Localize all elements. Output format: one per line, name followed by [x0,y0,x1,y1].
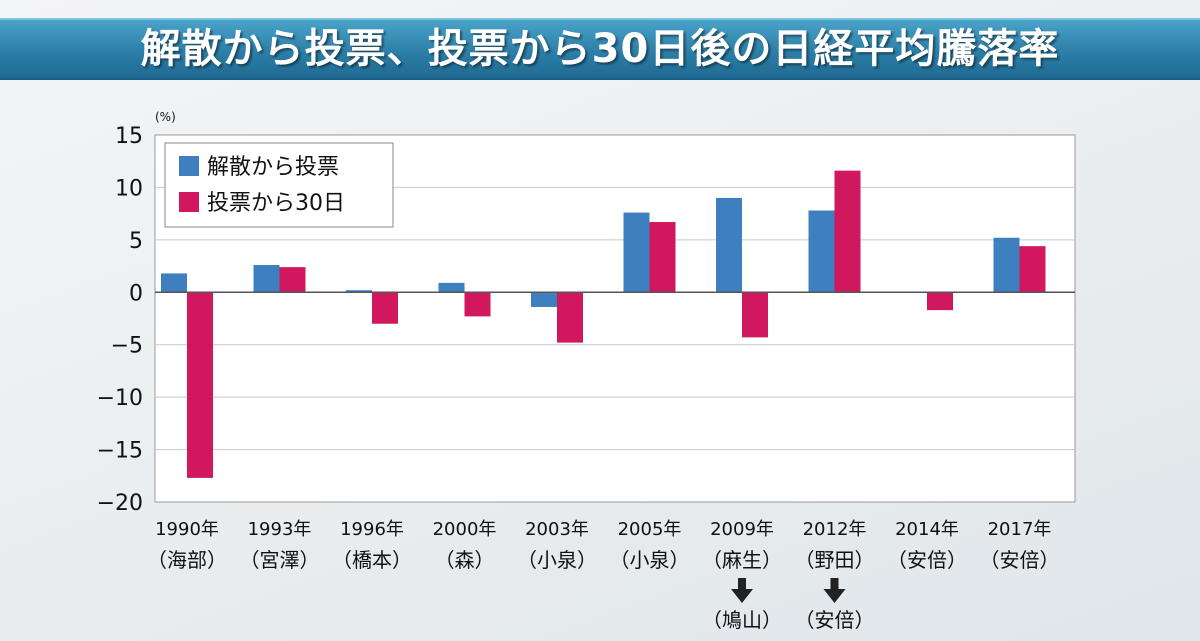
y-tick-label: −15 [97,439,143,464]
x-category-pm: （小泉） [610,548,690,572]
x-category-pm: （麻生） [702,548,782,572]
x-category-year: 2014年 [895,519,959,540]
bar-vote-to-30days [742,292,768,338]
bar-vote-to-30days [464,292,491,317]
x-category-year: 1990年 [155,519,219,540]
down-arrow-icon [830,578,839,590]
y-tick-label: −20 [97,491,143,516]
x-category-successor: （安倍） [795,608,875,632]
bar-dissolution-to-vote [346,290,372,293]
y-tick-label: 15 [115,124,143,149]
bar-dissolution-to-vote [808,210,835,293]
legend-swatch [179,156,199,176]
x-category-year: 2012年 [803,519,867,540]
x-category-pm: （橋本） [332,548,412,572]
down-arrow-icon [738,578,746,590]
legend-label: 解散から投票 [207,155,339,180]
bar-dissolution-to-vote [438,282,465,293]
x-category-pm: （安倍） [887,548,967,572]
x-category-year: 2000年 [433,519,497,540]
x-category-pm: （安倍） [980,548,1060,572]
y-axis-unit: (%) [155,110,176,124]
x-category-year: 1993年 [248,519,312,540]
bar-dissolution-to-vote [623,212,650,293]
x-category-year: 1996年 [340,519,404,540]
x-category-pm: （宮澤） [240,548,320,572]
bar-vote-to-30days [834,170,861,293]
x-axis-categories: 1990年 （海部） 1993年 （宮澤） 1996年 （橋本） 2000年 （森） 2003年… [147,519,1060,632]
y-tick-label: −5 [111,334,143,359]
bar-vote-to-30days [649,222,676,293]
legend-box [164,142,394,228]
x-category-pm: （野田） [795,548,875,572]
bars [161,170,1046,478]
x-category-year: 2017年 [988,519,1052,540]
y-axis-ticks: 15 10 5 0 −5 −10 −15 −20 [97,124,143,516]
y-tick-label: 10 [115,176,143,201]
bar-vote-to-30days [279,267,306,293]
x-category-pm: （小泉） [517,548,597,572]
x-category-year: 2005年 [618,519,682,540]
chart-title: 解散から投票、投票から30日後の日経平均騰落率 [140,26,1060,72]
bar-dissolution-to-vote [253,265,280,293]
bar-vote-to-30days [927,292,953,311]
bar-dissolution-to-vote [993,237,1020,293]
x-category-successor: （鳩山） [702,608,782,632]
legend-label: 投票から30日 [207,191,345,216]
title-bar: 解散から投票、投票から30日後の日経平均騰落率 [0,18,1200,80]
bar-vote-to-30days [187,292,213,478]
bar-vote-to-30days [1019,246,1046,293]
x-category-year: 2003年 [525,519,589,540]
bar-vote-to-30days [372,292,398,324]
bar-vote-to-30days [557,292,583,343]
bar-dissolution-to-vote [161,273,187,293]
y-tick-label: 0 [129,281,143,306]
down-arrow-head-icon [731,589,753,603]
bar-dissolution-to-vote [716,197,742,293]
bar-dissolution-to-vote [531,292,557,307]
down-arrow-head-icon [823,589,846,603]
legend-swatch [179,192,199,212]
x-category-pm: （海部） [147,548,227,572]
y-tick-label: −10 [97,386,143,411]
y-tick-label: 5 [129,229,143,254]
x-category-pm: （森） [435,548,495,572]
x-category-year: 2009年 [710,519,774,540]
